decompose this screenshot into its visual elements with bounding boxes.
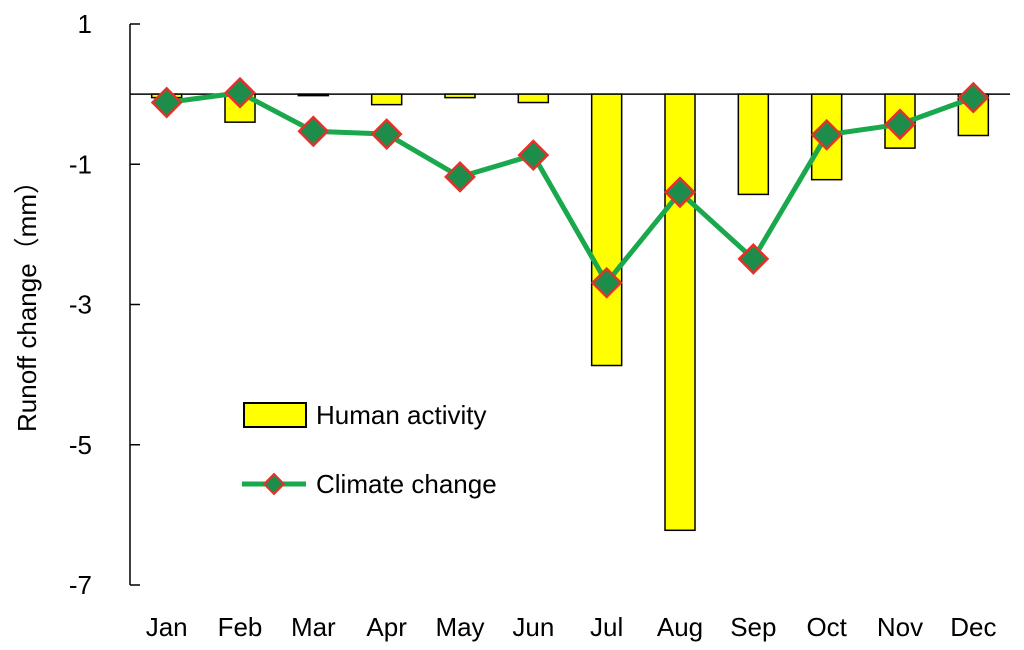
point-sep <box>737 243 770 275</box>
y-tick-label: -3 <box>69 290 92 320</box>
bar-sep <box>737 93 770 196</box>
human-activity-bars <box>150 93 990 532</box>
y-axis-title: Runoff change（mm） <box>12 168 42 432</box>
bar-jun <box>517 93 550 104</box>
bar-aug <box>664 93 696 532</box>
x-tick-label-may: May <box>435 612 484 642</box>
x-tick-label-feb: Feb <box>218 612 263 642</box>
climate-change-polyline <box>166 90 975 286</box>
x-tick-label-jun: Jun <box>512 612 554 642</box>
climate-change-line <box>150 76 990 299</box>
legend: Human activity Climate change <box>242 400 497 499</box>
y-tick-label: -5 <box>69 430 92 460</box>
point-feb <box>224 76 256 109</box>
point-aug <box>664 176 696 209</box>
point-oct <box>810 118 843 151</box>
point-nov <box>884 108 916 141</box>
point-mar <box>297 115 330 148</box>
x-tick-label-aug: Aug <box>657 612 703 642</box>
y-axis: 1 -1 -3 -5 -7 <box>69 9 1010 600</box>
point-jun <box>517 139 550 172</box>
legend-climate-change-label: Climate change <box>316 469 497 499</box>
bar-mar <box>297 93 330 97</box>
y-tick-label: -7 <box>69 570 92 600</box>
point-dec <box>957 81 990 114</box>
point-apr <box>370 118 403 151</box>
legend-human-activity-label: Human activity <box>316 400 487 430</box>
legend-climate-change-marker <box>262 472 286 496</box>
bar-apr <box>370 93 403 106</box>
point-jan <box>150 86 183 119</box>
bar-jul <box>590 93 623 367</box>
x-tick-label-sep: Sep <box>730 612 776 642</box>
x-tick-label-oct: Oct <box>806 612 847 642</box>
point-may <box>444 160 476 193</box>
y-tick-label: -1 <box>69 149 92 179</box>
x-tick-label-apr: Apr <box>366 612 407 642</box>
bar-may <box>444 93 476 99</box>
x-tick-label-mar: Mar <box>291 612 336 642</box>
legend-human-activity-swatch <box>243 402 307 428</box>
x-tick-label-jan: Jan <box>146 612 188 642</box>
x-tick-label-dec: Dec <box>950 612 996 642</box>
x-tick-label-nov: Nov <box>877 612 923 642</box>
point-jul <box>590 266 623 299</box>
x-tick-label-jul: Jul <box>590 612 623 642</box>
y-tick-label: 1 <box>78 9 92 39</box>
x-axis-labels: Jan Feb Mar Apr May Jun Jul Aug Sep Oct Nov Dec <box>146 612 997 642</box>
